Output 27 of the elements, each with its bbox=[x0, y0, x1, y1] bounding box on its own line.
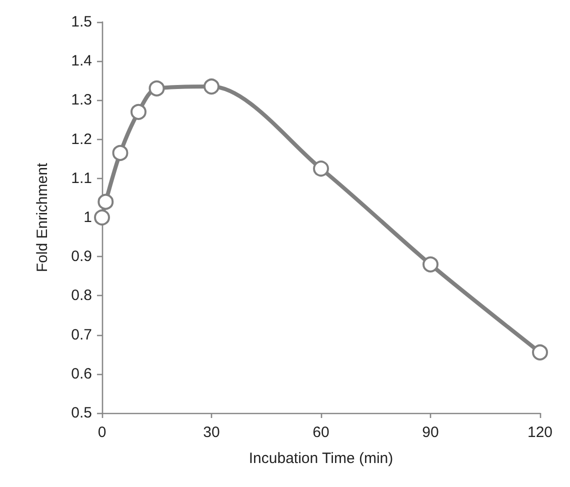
y-tick-label: 0.6 bbox=[71, 365, 92, 382]
y-tick-label: 0.8 bbox=[71, 287, 92, 304]
point bbox=[98, 194, 114, 210]
y-tick-label: 1.5 bbox=[71, 14, 92, 30]
y-tick-label: 1 bbox=[84, 209, 92, 226]
x-tick-label: 90 bbox=[422, 424, 439, 441]
point bbox=[94, 210, 110, 226]
x-tick-label: 0 bbox=[98, 424, 106, 441]
point bbox=[422, 256, 438, 272]
x-tick-label: 120 bbox=[527, 424, 553, 441]
point bbox=[148, 80, 165, 96]
y-tick-label: 1.3 bbox=[71, 92, 92, 109]
y-tick-label: 1.2 bbox=[71, 130, 92, 148]
point bbox=[313, 160, 329, 177]
y-tick-label: 0.7 bbox=[71, 326, 92, 344]
y-tick-label: 0.5 bbox=[71, 404, 92, 422]
x-axis-title: Incubation Time (min) bbox=[248, 450, 394, 467]
point bbox=[532, 344, 548, 360]
point bbox=[204, 78, 220, 95]
x-tick-label: 60 bbox=[312, 424, 330, 441]
point bbox=[130, 104, 146, 120]
y-tick-label: 1.4 bbox=[71, 52, 92, 70]
y-tick-label: 1.1 bbox=[71, 170, 92, 187]
y-tick-label: 0.9 bbox=[71, 248, 92, 266]
y-axis-title: Fold Enrichment bbox=[34, 162, 51, 272]
point bbox=[112, 144, 128, 161]
x-tick-label: 30 bbox=[203, 424, 220, 441]
